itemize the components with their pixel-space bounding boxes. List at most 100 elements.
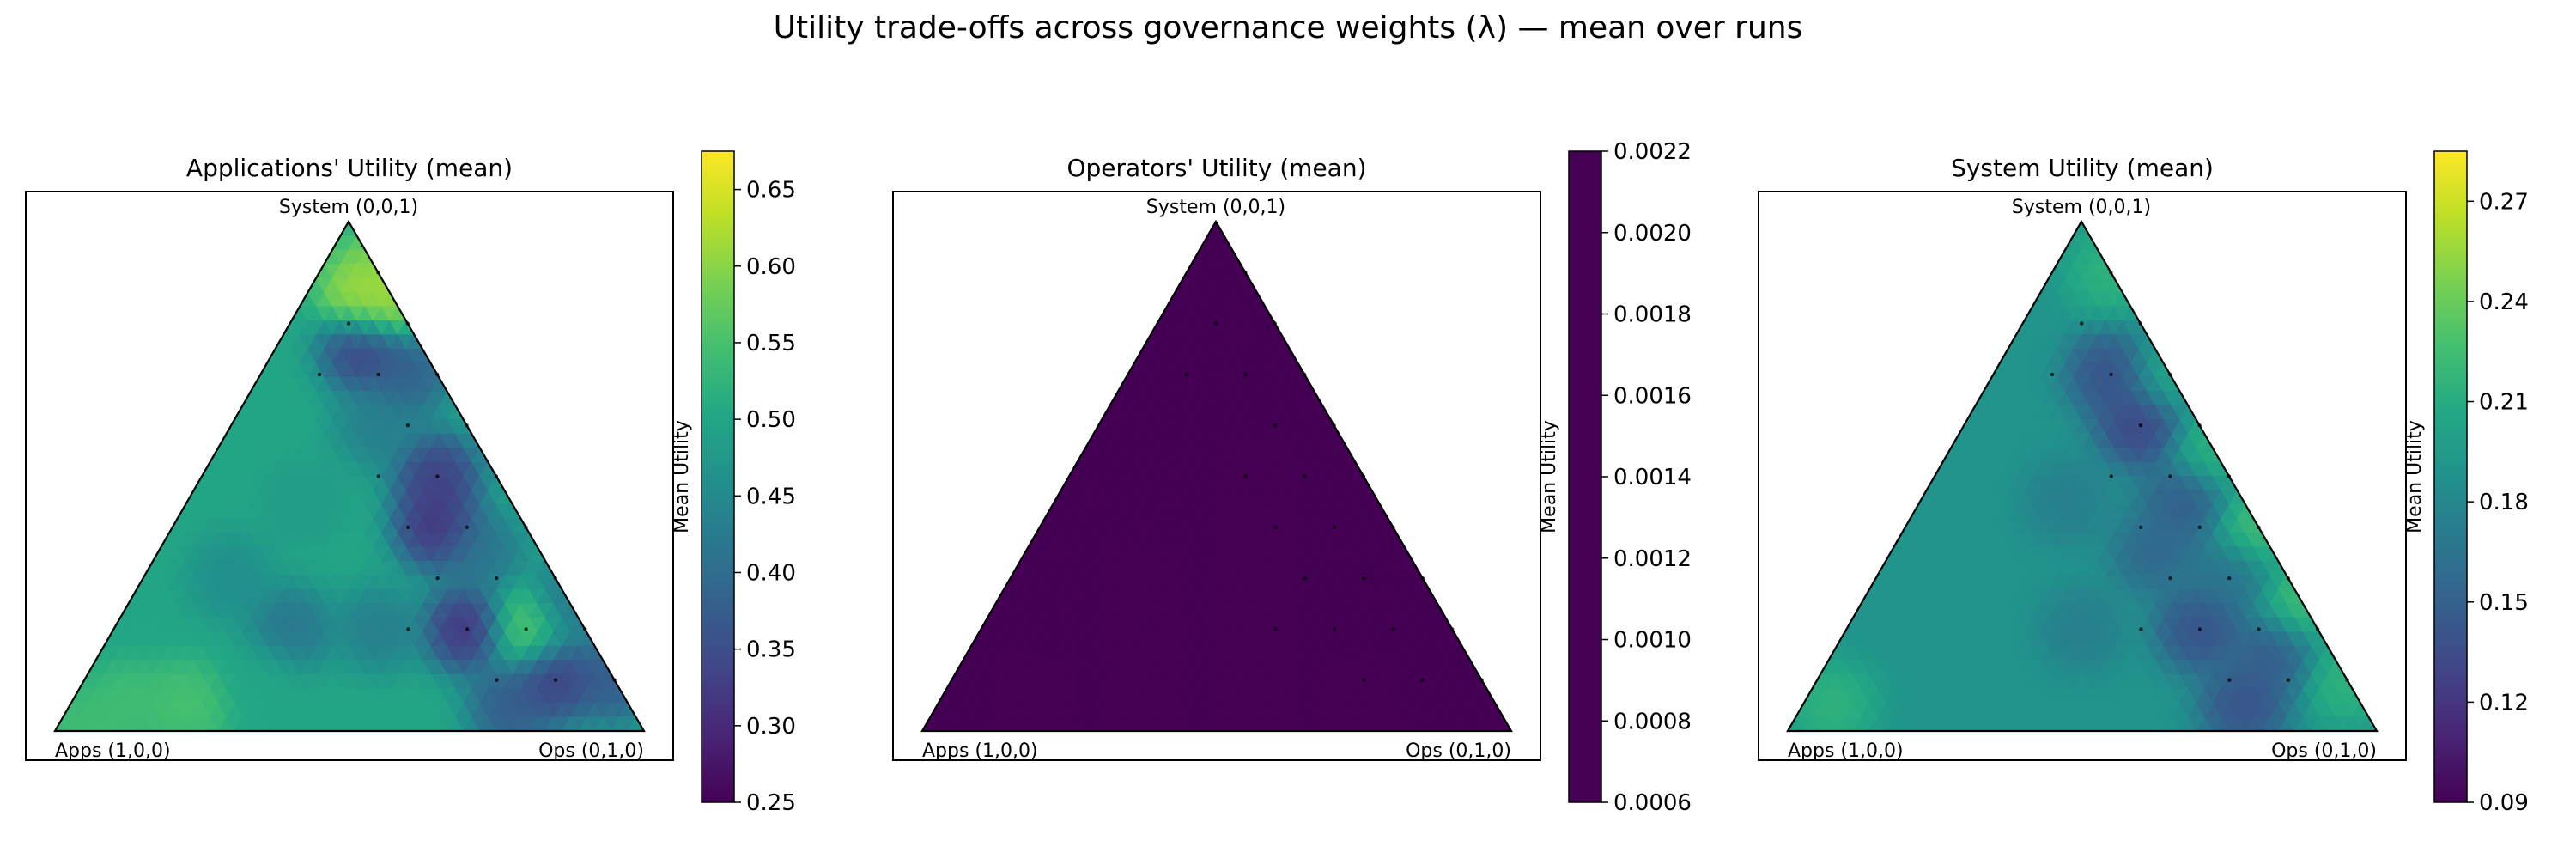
sample-point — [553, 576, 557, 581]
sample-point — [1362, 678, 1366, 682]
sample-point — [1332, 627, 1337, 631]
sample-point — [612, 678, 617, 682]
sample-point — [1332, 525, 1336, 529]
sample-point — [435, 372, 440, 377]
sample-point — [465, 525, 469, 529]
sample-point — [2227, 678, 2232, 682]
vertex-label-apps: Apps (1,0,0) — [922, 740, 1038, 762]
panel-system-utility: System Utility (mean) System (0,0,1) Apps … — [1733, 0, 2576, 859]
vertex-label-system: System (0,0,1) — [279, 197, 418, 218]
sample-point — [2197, 423, 2202, 428]
sample-point — [1184, 372, 1189, 377]
ternary-chart-system: System Utility (mean) System (0,0,1) Apps … — [1758, 150, 2529, 816]
sample-point — [1479, 678, 1484, 682]
sample-point — [376, 271, 380, 275]
sample-point — [405, 321, 410, 326]
colorbar-tick-label: 0.09 — [2479, 790, 2529, 816]
sample-point — [2139, 525, 2143, 529]
colorbar-tick-label: 0.15 — [2479, 590, 2529, 616]
sample-point — [2109, 474, 2113, 478]
sample-point — [495, 576, 499, 581]
sample-point — [376, 372, 380, 377]
colorbar-tick-label: 0.50 — [746, 407, 796, 433]
sample-point — [1214, 321, 1218, 326]
colorbar-tick-label: 0.0012 — [1613, 546, 1692, 572]
sample-point — [1362, 576, 1366, 581]
sample-point — [376, 474, 380, 478]
sample-point — [2286, 678, 2291, 682]
heatmap-field — [922, 222, 1511, 731]
sample-point — [2109, 271, 2113, 275]
colorbar-tick-label: 0.21 — [2479, 390, 2529, 416]
sample-point — [2286, 576, 2290, 581]
colorbar-tick-label: 0.0014 — [1613, 465, 1692, 490]
colorbar-tick-label: 0.0020 — [1613, 221, 1692, 247]
sample-point — [2197, 627, 2202, 631]
sample-point — [1303, 372, 1307, 377]
sample-point — [465, 423, 469, 428]
sample-point — [494, 474, 499, 478]
sample-point — [2257, 525, 2261, 529]
sample-point — [2227, 474, 2232, 478]
sample-point — [405, 423, 410, 428]
sample-point — [2109, 372, 2113, 377]
axes-frame — [1758, 191, 2407, 761]
sample-point — [1273, 321, 1277, 326]
colorbar-tick-label: 0.12 — [2479, 690, 2529, 716]
vertex-label-system: System (0,0,1) — [2012, 197, 2151, 218]
sample-point — [1243, 372, 1248, 377]
figure-title: Utility trade-offs across governance wei… — [773, 10, 1803, 46]
colorbar-label: Mean Utility — [671, 420, 693, 533]
sample-point — [2168, 372, 2172, 377]
sample-point — [2139, 627, 2143, 631]
colorbar-tick-label: 0.55 — [746, 331, 796, 356]
sample-point — [435, 474, 440, 478]
colorbar-tick-label: 0.40 — [746, 560, 796, 586]
sample-point — [524, 627, 528, 631]
chart-title: Applications' Utility (mean) — [186, 154, 513, 182]
sample-point — [2168, 474, 2172, 478]
sample-point — [1303, 474, 1307, 478]
vertex-label-ops: Ops (0,1,0) — [538, 740, 644, 762]
sample-point — [2227, 576, 2232, 581]
heatmap-field — [55, 222, 644, 731]
sample-points — [1184, 271, 1484, 682]
colorbar-tick-label: 0.0008 — [1613, 709, 1692, 734]
sample-point — [2050, 372, 2055, 377]
colorbar-tick-label: 0.0016 — [1613, 383, 1692, 409]
sample-point — [1273, 525, 1278, 529]
sample-point — [1243, 474, 1248, 478]
colorbar-tick-label: 0.18 — [2479, 490, 2529, 515]
chart-title: Operators' Utility (mean) — [1066, 154, 1366, 182]
vertex-label-apps: Apps (1,0,0) — [55, 740, 171, 762]
sample-point — [1273, 423, 1278, 428]
sample-point — [495, 678, 499, 682]
colorbar-tick-label: 0.65 — [746, 178, 796, 204]
sample-point — [406, 627, 410, 631]
sample-point — [2197, 525, 2202, 529]
colorbar-tick-label: 0.60 — [746, 254, 796, 280]
sample-point — [406, 525, 410, 529]
vertex-label-system: System (0,0,1) — [1146, 197, 1285, 218]
sample-point — [553, 678, 558, 682]
vertex-label-ops: Ops (0,1,0) — [1406, 740, 1511, 762]
sample-point — [1420, 576, 1425, 581]
colorbar: 0.09 0.12 0.15 0.18 0.21 0.24 0.27 Mean Utility — [2404, 150, 2529, 816]
colorbar-label: Mean Utility — [1539, 420, 1560, 533]
colorbar-tick-label: 0.35 — [746, 637, 796, 663]
colorbar-tick-label: 0.0022 — [1613, 139, 1692, 165]
sample-point — [2257, 627, 2261, 631]
chart-title: System Utility (mean) — [1951, 154, 2214, 182]
sample-point — [524, 525, 528, 529]
sample-points — [2050, 271, 2349, 682]
heatmap-field — [1788, 222, 2377, 731]
sample-points — [317, 271, 617, 682]
sample-point — [2345, 678, 2349, 682]
sample-point — [1332, 423, 1336, 428]
colorbar-tick-label: 0.25 — [746, 790, 796, 816]
colorbar-label: Mean Utility — [2404, 420, 2426, 533]
sample-point — [1450, 627, 1455, 631]
ternary-chart-applications: Applications' Utility (mean) System (0,0,… — [25, 150, 796, 816]
sample-point — [2138, 321, 2142, 326]
sample-point — [2168, 576, 2172, 581]
